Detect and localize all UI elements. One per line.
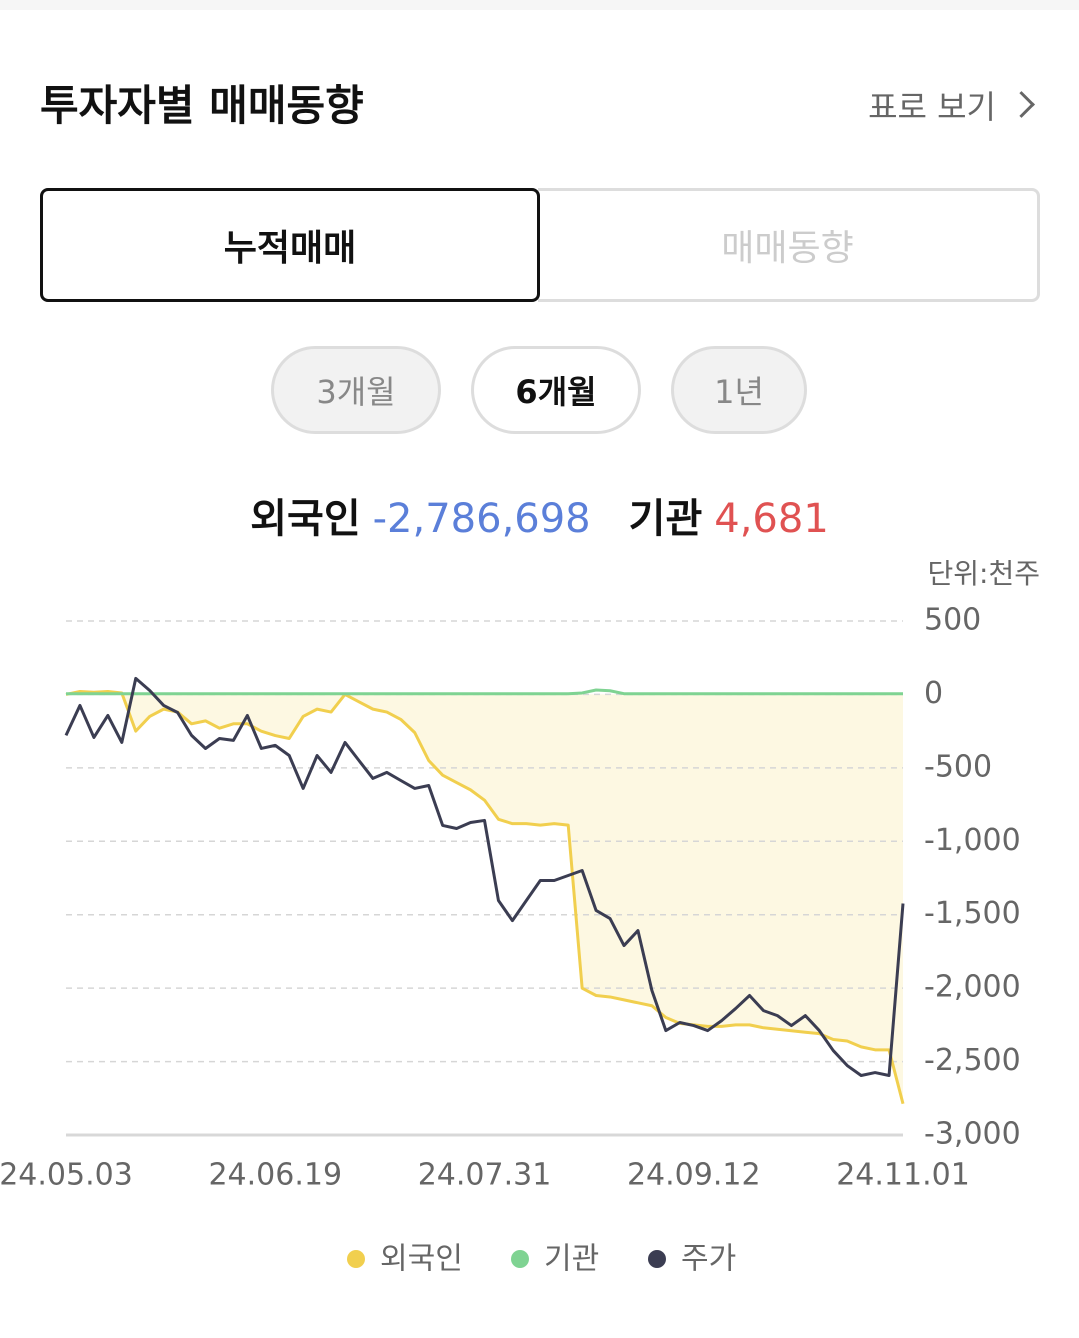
- legend-label: 주가: [681, 1242, 736, 1277]
- area: [66, 691, 903, 1104]
- tab[interactable]: 누적매매: [40, 188, 540, 302]
- x-tick-label: 24.11.01: [836, 1158, 970, 1193]
- legend-label: 기관: [544, 1242, 599, 1277]
- line: [65, 689, 905, 1105]
- tab[interactable]: 매매동향: [538, 188, 1040, 302]
- table-view-link[interactable]: 표로 보기: [868, 82, 1031, 128]
- y-tick-label: -3,000: [924, 1117, 1021, 1152]
- chart: 단위:천주 500 0 -500 -1,000 -1,500 -2,000 -2,500 -3…: [0, 560, 1040, 1277]
- y-tick-label: -2,000: [924, 970, 1021, 1005]
- summary-label: 외국인: [250, 496, 361, 542]
- legend-marker: [648, 1250, 666, 1268]
- period-button[interactable]: 1년: [671, 346, 807, 434]
- y-tick-label: -1,000: [924, 823, 1021, 858]
- x-tick-label: 24.05.03: [0, 1158, 133, 1193]
- line: [64, 676, 905, 1078]
- y-tick-label: 500: [924, 603, 981, 638]
- status-strip: [0, 0, 1079, 10]
- x-tick-label: 24.07.31: [418, 1158, 552, 1193]
- unit-label: 단위:천주: [928, 560, 1040, 590]
- y-tick-label: -2,500: [924, 1043, 1021, 1078]
- legend-marker: [347, 1250, 365, 1268]
- title: 투자자별 매매동향: [40, 81, 364, 130]
- y-tick-label: 0: [924, 676, 943, 711]
- period-button[interactable]: 6개월: [471, 346, 641, 434]
- summary-value: 4,681: [714, 496, 829, 542]
- legend-label: 외국인: [380, 1242, 463, 1277]
- legend-marker: [511, 1250, 529, 1268]
- y-tick-label: -1,500: [924, 896, 1021, 931]
- x-tick-label: 24.06.19: [208, 1158, 342, 1193]
- summary-value: -2,786,698: [372, 496, 591, 542]
- summary: 외국인 -2,786,698 기관 4,681: [0, 486, 1079, 544]
- summary-label: 기관: [628, 496, 703, 542]
- line: [66, 688, 903, 696]
- y-tick-label: -500: [924, 749, 992, 784]
- period-button[interactable]: 3개월: [271, 346, 441, 434]
- x-tick-label: 24.09.12: [627, 1158, 761, 1193]
